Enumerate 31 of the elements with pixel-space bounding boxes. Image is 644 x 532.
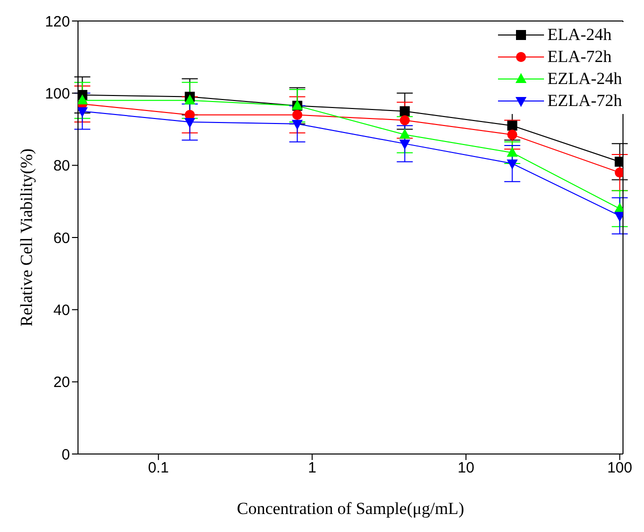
point	[400, 115, 410, 126]
point	[507, 130, 518, 140]
point	[399, 140, 410, 150]
point	[184, 94, 196, 104]
point	[399, 128, 410, 139]
legend-label: ELA-72h	[547, 47, 612, 67]
y-tick-label: 40	[53, 302, 70, 319]
point	[400, 106, 410, 116]
x-tick-label: 10	[458, 460, 474, 477]
legend-label: EZLA-24h	[547, 69, 622, 89]
legend-label: ELA-24h	[547, 25, 612, 45]
x-tick-label: 0.1	[148, 460, 169, 477]
y-tick-label: 80	[53, 158, 70, 175]
point	[78, 94, 88, 104]
y-tick-label: 20	[53, 374, 70, 392]
point	[292, 120, 303, 130]
point	[292, 110, 302, 120]
x-tick-label: 100	[607, 460, 632, 477]
point	[506, 160, 518, 170]
point	[184, 118, 196, 128]
point	[506, 146, 518, 157]
y-tick-label: 120	[44, 13, 70, 30]
legend-label: EZLA-72h	[547, 91, 622, 111]
point	[78, 107, 88, 118]
x-axis-title: Concentration of Sample(μg/mL)	[236, 499, 464, 518]
x-tick-label: 1	[308, 460, 316, 477]
y-tick-label: 100	[44, 85, 70, 102]
point	[507, 120, 518, 131]
y-tick-label: 60	[53, 230, 70, 247]
y-tick-label: 0	[62, 446, 70, 464]
y-axis-title: Relative Cell Viability(%)	[17, 148, 36, 327]
